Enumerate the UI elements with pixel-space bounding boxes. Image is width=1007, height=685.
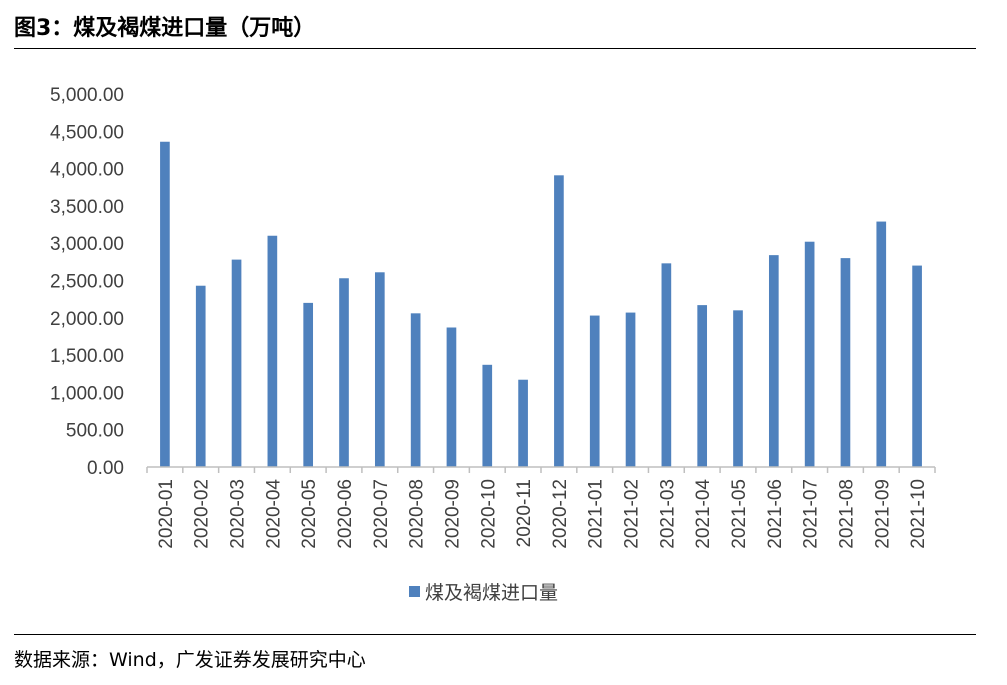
x-tick-label: 2020-06 (335, 479, 356, 549)
figure-title: 图3：煤及褐煤进口量（万吨） (14, 16, 316, 41)
bar (912, 265, 922, 467)
title-divider (14, 48, 976, 49)
bar (303, 302, 314, 467)
legend: 煤及褐煤进口量 (409, 582, 558, 604)
x-tick-label: 2021-06 (765, 479, 786, 549)
y-tick-label: 0.00 (87, 458, 124, 479)
bar (267, 235, 278, 467)
x-tick-label: 2021-09 (872, 479, 893, 549)
x-tick-label: 2021-10 (908, 479, 929, 549)
y-tick-label: 3,500.00 (50, 197, 124, 218)
x-tick-label: 2021-05 (729, 479, 750, 549)
y-tick-label: 2,000.00 (50, 309, 124, 330)
bar (374, 272, 385, 467)
bar (697, 305, 708, 467)
bar (804, 241, 815, 467)
bar (446, 327, 457, 467)
y-tick-label: 1,000.00 (50, 383, 124, 404)
x-tick-label: 2020-09 (442, 479, 463, 549)
bar (840, 258, 851, 467)
x-tick-label: 2020-10 (478, 479, 499, 549)
bar (518, 379, 528, 467)
x-tick-label: 2021-02 (622, 479, 643, 549)
y-tick-label: 4,500.00 (50, 122, 124, 143)
y-tick-label: 3,000.00 (50, 234, 124, 255)
bar (195, 285, 206, 467)
bar (410, 313, 421, 467)
x-tick-label: 2021-04 (693, 479, 714, 549)
bar (661, 263, 672, 467)
bar (339, 278, 349, 467)
bar (733, 310, 743, 467)
x-tick-label: 2021-01 (586, 479, 607, 549)
x-tick-label: 2020-04 (263, 479, 284, 549)
bar (482, 364, 493, 467)
bar (768, 255, 779, 467)
bar (231, 259, 242, 467)
x-tick-label: 2020-01 (156, 479, 177, 549)
x-tick-label: 2020-07 (371, 479, 392, 549)
x-tick-label: 2021-07 (801, 479, 822, 549)
y-tick-label: 4,000.00 (50, 160, 124, 181)
y-tick-label: 2,500.00 (50, 272, 124, 293)
legend-swatch (409, 586, 420, 597)
x-tick-label: 2021-03 (657, 479, 678, 549)
bar (160, 141, 170, 467)
bar (589, 315, 600, 467)
x-axis: 2020-01 2020-02 2020-03 2020-04 2020-05 2020-… (146, 466, 936, 549)
bar (876, 221, 887, 467)
x-tick-label: 2020-05 (299, 479, 320, 549)
x-tick-label: 2020-11 (514, 479, 535, 547)
y-axis: 0.00 500.00 1,000.00 1,500.00 2,000.00 2,500.… (50, 85, 124, 479)
y-tick-label: 1,500.00 (50, 346, 124, 367)
x-tick-label: 2021-08 (836, 479, 857, 549)
source-divider (14, 634, 976, 635)
data-source-note: 数据来源：Wind，广发证券发展研究中心 (14, 649, 366, 671)
x-tick-label: 2020-03 (228, 479, 249, 549)
bar (625, 312, 636, 467)
y-tick-label: 500.00 (66, 421, 124, 442)
x-tick-label: 2020-08 (407, 479, 428, 549)
x-tick-label: 2020-12 (550, 479, 571, 549)
y-tick-label: 5,000.00 (50, 85, 124, 106)
x-tick-label: 2020-02 (192, 479, 213, 549)
bar (554, 175, 564, 467)
legend-label: 煤及褐煤进口量 (425, 582, 558, 604)
bars (160, 141, 922, 467)
